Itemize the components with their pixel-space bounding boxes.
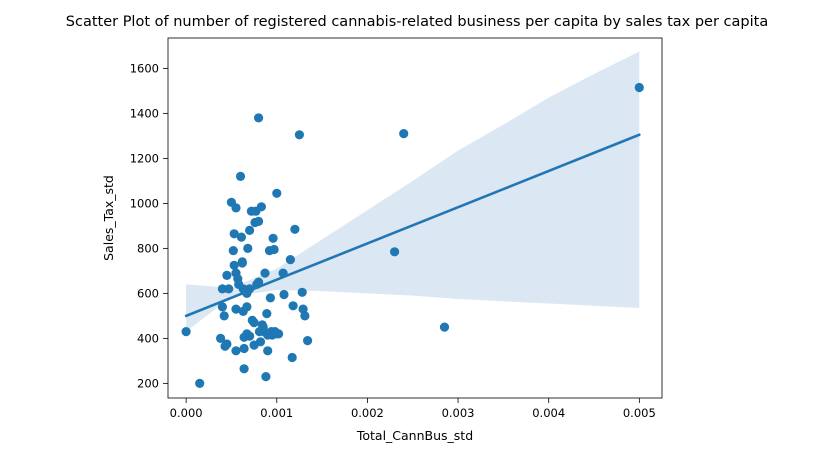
scatter-point [243,243,253,253]
x-tick-label: 0.001 [260,406,293,420]
confidence-band [186,51,640,332]
scatter-point [287,352,297,363]
scatter-points-layer [181,82,644,388]
scatter-point [303,336,313,346]
scatter-point [245,331,255,341]
scatter-point [274,329,284,339]
scatter-point [288,301,298,311]
scatter-point [279,289,289,300]
scatter-point [229,260,239,270]
scatter-point [222,339,232,349]
scatter-point [255,337,266,347]
y-tick-label: 1200 [130,151,159,165]
x-axis-ticks: 0.000 0.001 0.002 0.003 0.004 0.005 [170,398,656,420]
y-tick-label: 400 [137,331,159,345]
scatter-point [297,287,307,297]
y-tick-label: 1400 [130,106,159,120]
chart-title: Scatter Plot of number of registered can… [66,14,768,30]
scatter-point [262,309,272,319]
scatter-point [245,225,255,235]
scatter-point [224,284,234,294]
scatter-point [254,216,264,226]
scatter-point [399,129,409,139]
x-tick-label: 0.003 [442,406,475,420]
scatter-point [228,246,238,256]
scatter-point [237,258,247,268]
x-tick-label: 0.005 [623,406,656,420]
x-tick-label: 0.000 [170,406,203,420]
scatter-point [265,293,275,303]
x-axis-label: Total_CannBus_std [356,428,473,443]
plot-frame [167,37,663,399]
y-tick-label: 1000 [130,196,159,210]
scatter-point [294,130,304,140]
scatter-point [439,322,450,332]
regression-line-layer [184,133,641,318]
scatter-point [222,270,232,280]
scatter-point [285,255,295,265]
scatter-point [231,203,241,213]
scatter-point [216,333,226,343]
y-tick-label: 800 [137,241,159,255]
scatter-point [256,202,266,212]
y-axis-ticks: 200 400 600 800 1000 1200 1400 1600 [130,61,168,390]
scatter-point [217,284,227,294]
scatter-point [195,378,205,388]
scatter-point [261,372,271,382]
scatter-point [235,171,246,181]
y-tick-label: 600 [137,286,159,300]
scatter-point [242,302,252,312]
scatter-point [236,232,246,242]
scatter-point [217,302,227,312]
y-axis-label: Sales_Tax_std [101,175,116,261]
scatter-point [249,318,259,328]
scatter-point [254,113,264,123]
x-tick-label: 0.004 [532,406,565,420]
scatter-point [219,311,229,321]
scatter-point [272,188,282,198]
scatter-point [278,268,288,278]
scatter-point [254,277,264,287]
confidence-band-layer [186,51,640,332]
y-tick-label: 200 [137,376,159,390]
scatter-point [290,224,300,234]
scatter-point [229,229,239,239]
scatter-point [239,343,249,354]
scatter-point [263,346,273,356]
scatter-point [245,284,255,294]
scatter-point [260,268,270,278]
regression-line [184,133,641,318]
scatter-point [231,304,241,314]
scatter-point [269,244,279,255]
scatter-point [390,247,400,257]
scatter-point [634,82,644,93]
scatter-point [181,327,191,337]
scatter-point [231,346,241,356]
scatter-point [300,311,310,321]
scatter-point [268,233,278,243]
scatter-point [239,364,249,374]
y-tick-label: 1600 [130,61,159,75]
x-tick-label: 0.002 [351,406,384,420]
